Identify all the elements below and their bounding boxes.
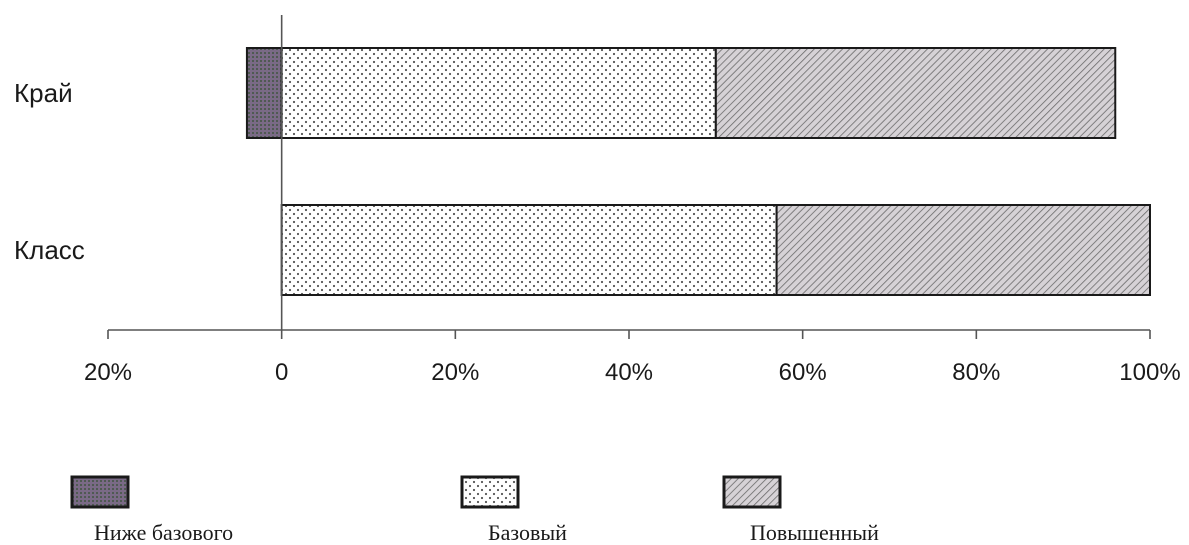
legend-swatch [460, 475, 520, 509]
legend: Ниже базового Базовый Повышенный [70, 475, 879, 545]
legend-label: Ниже базового [94, 520, 233, 545]
bar-segment [714, 47, 1117, 139]
x-tick-label: 60% [779, 359, 827, 386]
legend-label: Базовый [488, 520, 567, 545]
legend-swatch [70, 475, 130, 509]
legend-label: Повышенный [750, 520, 879, 545]
x-tick-label: 40% [605, 359, 653, 386]
x-tick-label: 100% [1119, 359, 1180, 386]
bar-segment [245, 47, 283, 139]
x-tick-label: 20% [84, 359, 132, 386]
bar-segment [280, 204, 778, 296]
category-label: Край [14, 78, 73, 108]
x-tick-label: 20% [431, 359, 479, 386]
bar-segment [280, 47, 717, 139]
x-tick-label: 80% [952, 359, 1000, 386]
x-tick-label: 0 [275, 359, 288, 386]
bars-layer: Край Класс [14, 47, 1151, 296]
category-label: Класс [14, 235, 85, 265]
legend-swatch [722, 475, 782, 509]
axis-layer: 20% 0 20% 40% 60% 80% 100% [84, 15, 1181, 386]
bar-segment [775, 204, 1151, 296]
